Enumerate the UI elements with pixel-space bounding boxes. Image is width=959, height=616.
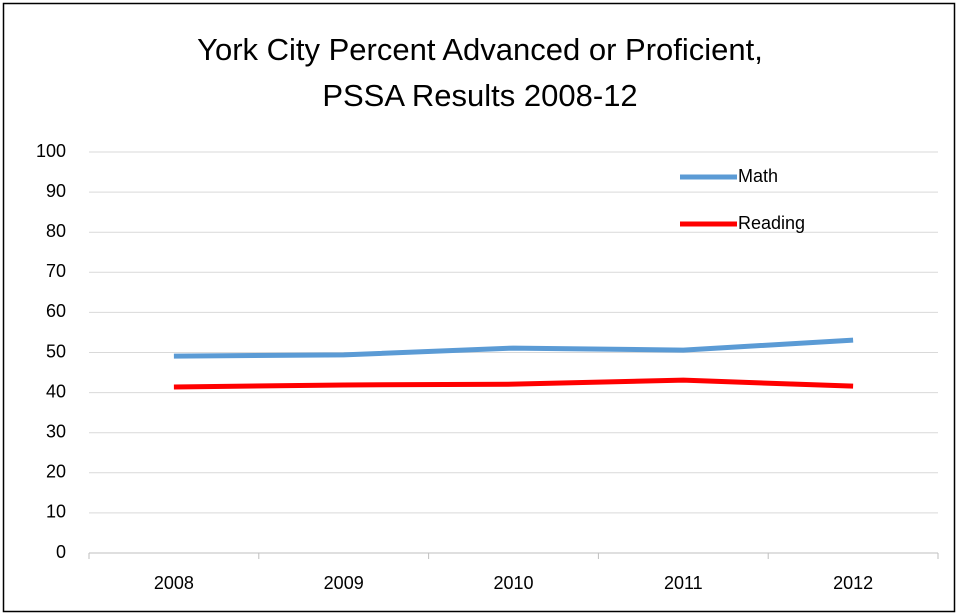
x-tick-label: 2008 [154,573,194,593]
legend-label: Math [738,166,778,186]
y-tick-label: 0 [56,542,66,562]
line-series [173,377,854,390]
y-tick-label: 70 [46,261,66,281]
y-tick-label: 40 [46,381,66,401]
chart-title: PSSA Results 2008-12 [322,78,637,113]
chart-title: York City Percent Advanced or Proficient… [197,32,763,67]
x-tick-label: 2010 [493,573,533,593]
x-tick-label: 2009 [324,573,364,593]
x-tick-label: 2012 [833,573,873,593]
y-tick-label: 20 [46,462,66,482]
y-tick-label: 90 [46,181,66,201]
legend-label: Reading [738,213,805,233]
line-series [173,337,854,359]
y-tick-label: 50 [46,341,66,361]
y-tick-label: 80 [46,221,66,241]
y-tick-label: 30 [46,421,66,441]
y-tick-label: 10 [46,502,66,522]
y-tick-label: 100 [36,141,66,161]
y-tick-label: 60 [46,301,66,321]
x-tick-label: 2011 [664,573,703,593]
